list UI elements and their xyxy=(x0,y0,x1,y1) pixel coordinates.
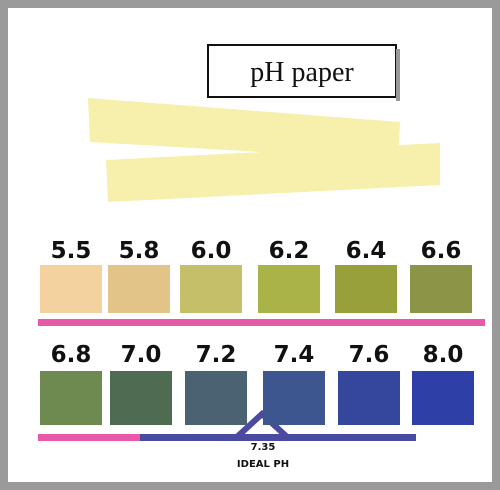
divider xyxy=(38,319,485,326)
swatch-label: 7.2 xyxy=(196,342,237,368)
swatch xyxy=(410,265,472,313)
ideal-value: 7.35 xyxy=(251,442,276,453)
swatch-label: 5.8 xyxy=(119,238,160,264)
title-shadow xyxy=(396,49,400,101)
swatch xyxy=(412,371,474,425)
swatch xyxy=(338,371,400,425)
swatch xyxy=(40,265,102,313)
swatch-label: 7.4 xyxy=(274,342,315,368)
title: pH paper xyxy=(250,57,354,88)
swatch xyxy=(185,371,247,425)
swatch xyxy=(110,371,172,425)
swatch xyxy=(258,265,320,313)
range-low xyxy=(38,434,140,441)
swatch xyxy=(40,371,102,425)
swatch-label: 6.2 xyxy=(269,238,310,264)
swatch xyxy=(263,371,325,425)
swatch-label: 8.0 xyxy=(423,342,464,368)
swatch-label: 7.6 xyxy=(349,342,390,368)
swatch xyxy=(335,265,397,313)
swatch-label: 6.8 xyxy=(51,342,92,368)
swatch xyxy=(108,265,170,313)
ideal-label: IDEAL PH xyxy=(237,459,289,470)
swatch-label: 7.0 xyxy=(121,342,162,368)
range-ideal xyxy=(140,434,416,441)
swatch-label: 6.6 xyxy=(421,238,462,264)
swatch-label: 6.4 xyxy=(346,238,387,264)
swatch-label: 5.5 xyxy=(51,238,92,264)
swatch xyxy=(180,265,242,313)
ph-chart: pH paper 7.35 IDEAL PH 5.5 5.8 6.0 6.2 6.4 6.… xyxy=(0,0,500,490)
swatch-label: 6.0 xyxy=(191,238,232,264)
